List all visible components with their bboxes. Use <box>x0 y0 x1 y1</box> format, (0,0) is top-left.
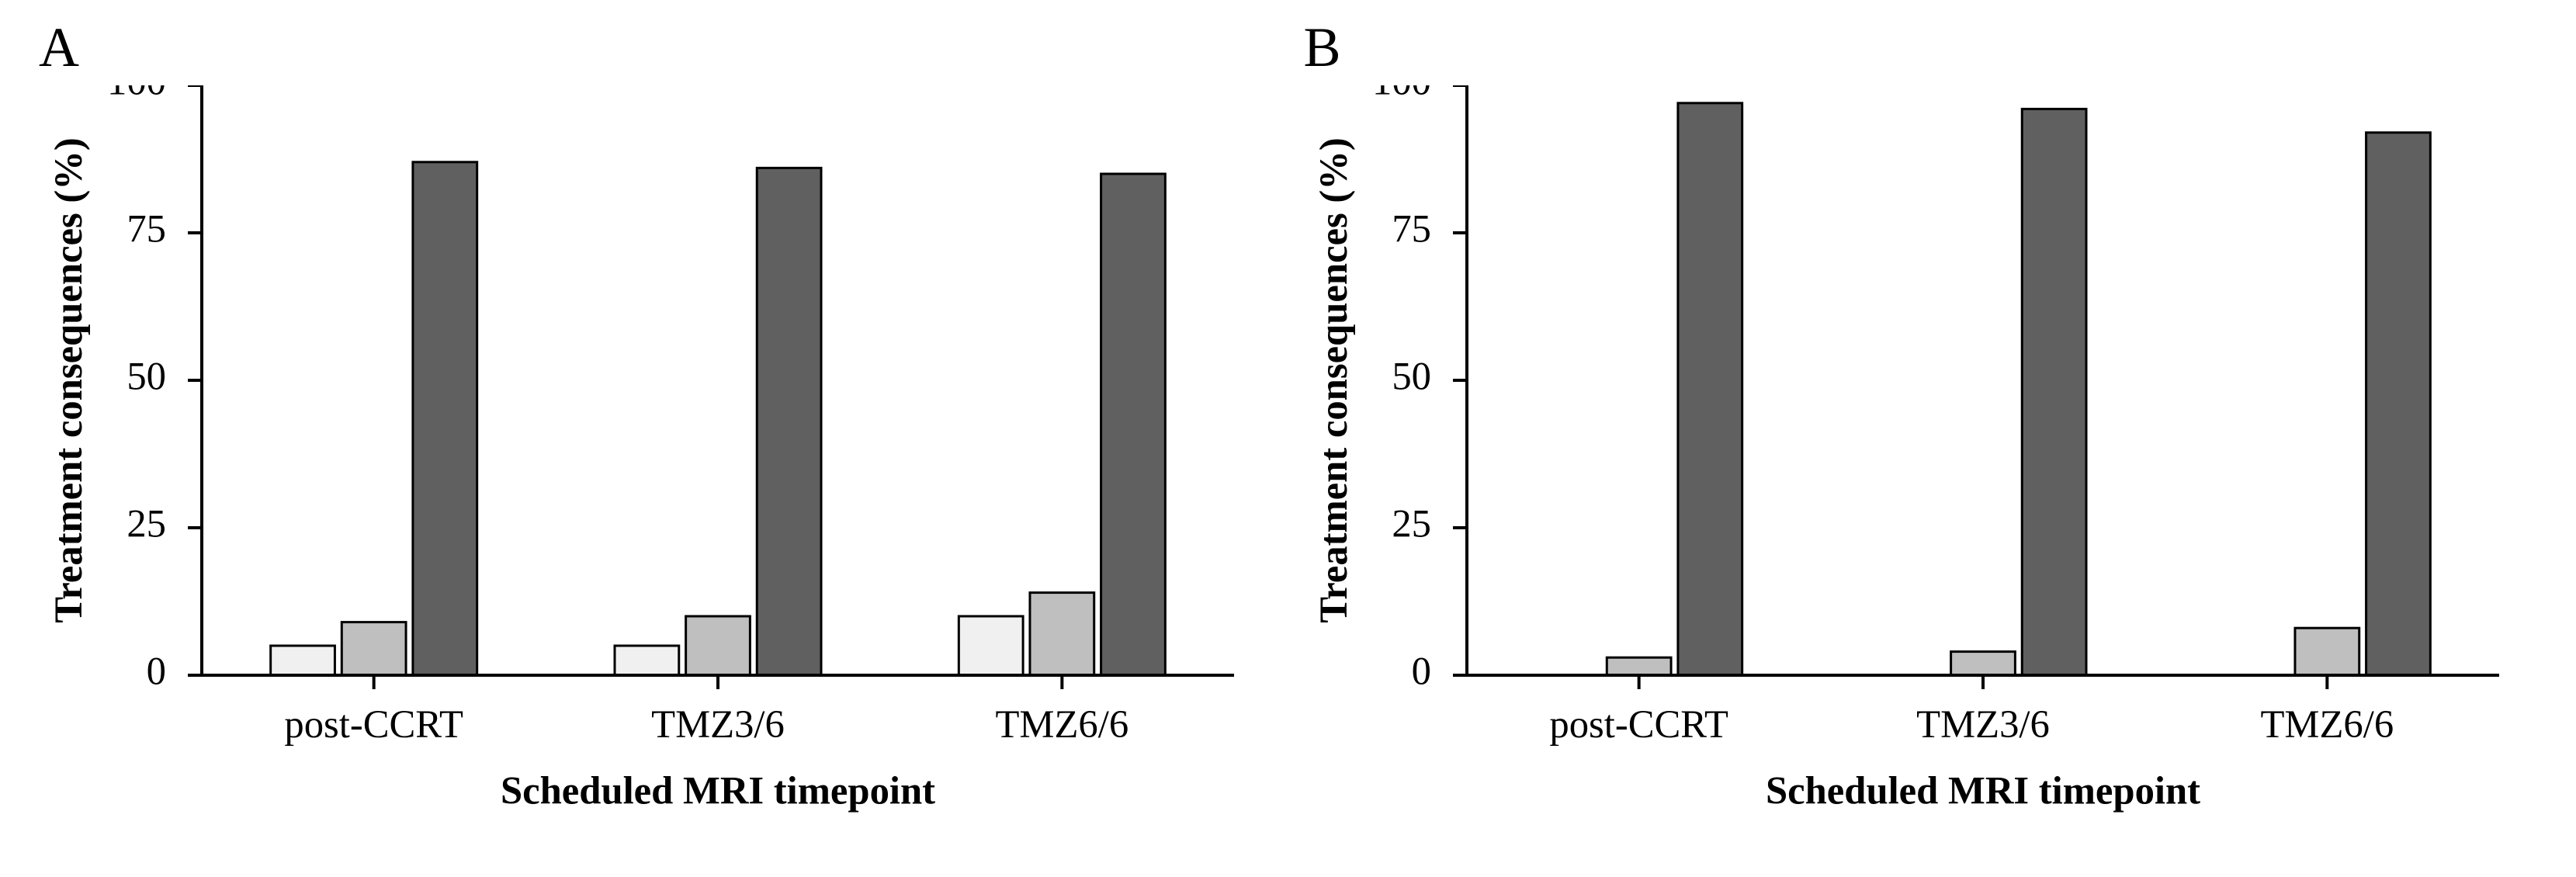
svg-text:0: 0 <box>1411 650 1430 693</box>
chart-outer-A: 0 25 50 75 100 post-CCRT TMZ3/6 TMZ6/6 Scheduled… <box>47 85 1265 877</box>
svg-text:100: 100 <box>107 85 166 103</box>
panel-label-B: B <box>1304 16 1341 80</box>
svg-text:post-CCRT: post-CCRT <box>284 702 463 746</box>
svg-text:TMZ6/6: TMZ6/6 <box>995 702 1129 746</box>
panel-label-A: A <box>39 16 79 80</box>
svg-text:Treatment consequences (%): Treatment consequences (%) <box>1312 137 1355 623</box>
svg-text:75: 75 <box>127 207 166 251</box>
svg-text:Scheduled MRI timepoint: Scheduled MRI timepoint <box>501 769 935 813</box>
svg-text:25: 25 <box>127 502 166 546</box>
svg-text:50: 50 <box>1392 355 1431 398</box>
figure-wrap: A 0 25 50 75 100 post-CCRT TMZ3/6 TMZ6/6 Schedul… <box>0 0 2576 853</box>
panel-B: B 0 25 50 75 100 post-CCRT TMZ3/6 TMZ6/6 Schedul… <box>1288 16 2553 837</box>
svg-text:0: 0 <box>147 650 166 693</box>
panel-A: A 0 25 50 75 100 post-CCRT TMZ3/6 TMZ6/6 Schedul… <box>23 16 1288 837</box>
svg-text:75: 75 <box>1392 207 1431 251</box>
chart-outer-B: 0 25 50 75 100 post-CCRT TMZ3/6 TMZ6/6 Scheduled… <box>1312 85 2530 877</box>
svg-text:TMZ3/6: TMZ3/6 <box>1916 702 2050 746</box>
svg-text:TMZ3/6: TMZ3/6 <box>651 702 785 746</box>
svg-text:Scheduled MRI timepoint: Scheduled MRI timepoint <box>1765 769 2200 813</box>
chart-svg-A: 0 25 50 75 100 post-CCRT TMZ3/6 TMZ6/6 Scheduled… <box>47 85 1265 877</box>
svg-text:100: 100 <box>1372 85 1431 103</box>
svg-text:post-CCRT: post-CCRT <box>1549 702 1728 746</box>
svg-text:50: 50 <box>127 355 166 398</box>
svg-text:TMZ6/6: TMZ6/6 <box>2260 702 2394 746</box>
chart-svg-B: 0 25 50 75 100 post-CCRT TMZ3/6 TMZ6/6 Scheduled… <box>1312 85 2530 877</box>
svg-text:Treatment consequences (%): Treatment consequences (%) <box>47 137 90 623</box>
svg-text:25: 25 <box>1392 502 1431 546</box>
